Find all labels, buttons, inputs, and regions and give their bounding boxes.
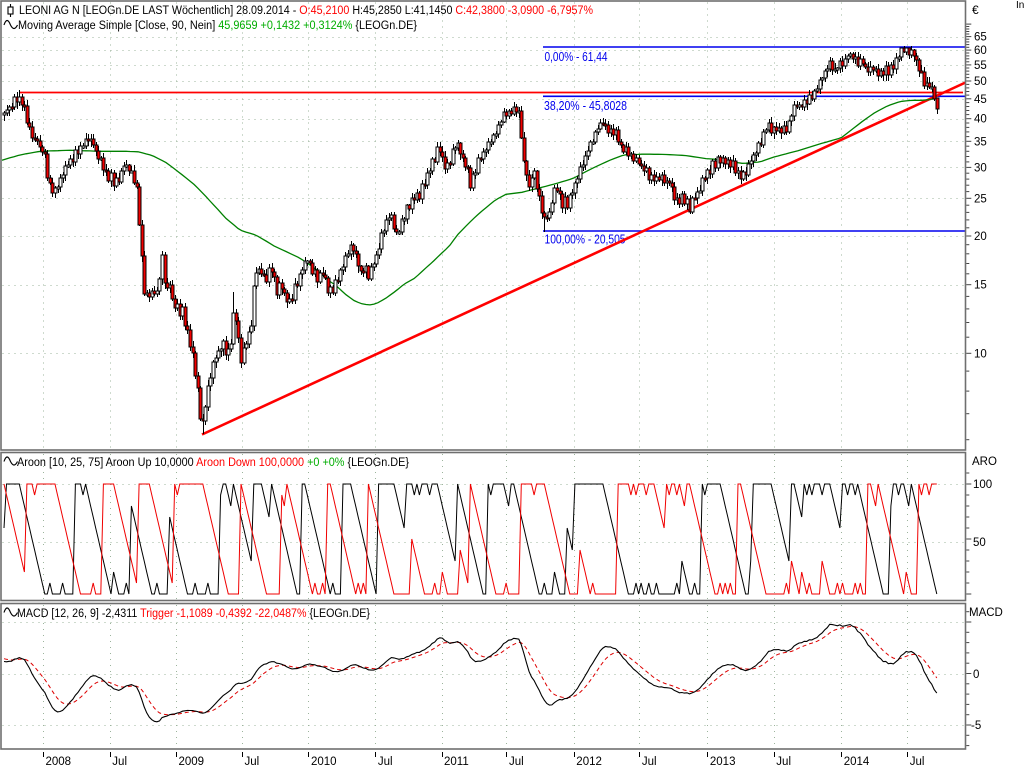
svg-text:2012: 2012	[576, 756, 602, 768]
svg-text:Jul: Jul	[642, 756, 657, 768]
svg-text:15: 15	[974, 280, 987, 292]
svg-text:30: 30	[974, 162, 987, 174]
svg-text:2008: 2008	[46, 756, 72, 768]
svg-text:60: 60	[974, 45, 987, 57]
svg-text:Jul: Jul	[776, 756, 791, 768]
svg-text:MACD [12, 26, 9] -2,4311 Trigg: MACD [12, 26, 9] -2,4311 Trigger -1,1089…	[17, 608, 370, 620]
svg-text:2010: 2010	[311, 756, 337, 768]
svg-text:2014: 2014	[844, 756, 870, 768]
svg-text:100: 100	[973, 479, 992, 491]
svg-text:45: 45	[974, 94, 987, 106]
svg-text:50: 50	[974, 76, 987, 88]
svg-text:2009: 2009	[179, 756, 205, 768]
svg-text:-5: -5	[971, 720, 981, 732]
svg-text:100,00% - 20,505: 100,00% - 20,505	[545, 233, 626, 247]
svg-text:MACD: MACD	[969, 607, 1003, 619]
svg-text:In: In	[1016, 0, 1024, 11]
svg-text:Jul: Jul	[378, 756, 393, 768]
svg-text:Jul: Jul	[509, 756, 524, 768]
svg-text:2013: 2013	[710, 756, 736, 768]
svg-text:LEONI AG N [LEOGn.DE LAST Wöch: LEONI AG N [LEOGn.DE LAST Wöchentlich] 2…	[19, 5, 593, 17]
svg-text:10: 10	[974, 348, 987, 360]
svg-text:35: 35	[974, 136, 987, 148]
svg-text:65: 65	[974, 32, 987, 44]
svg-text:Aroon [10, 25, 75] Aroon Up 10: Aroon [10, 25, 75] Aroon Up 10,0000 Aroo…	[17, 457, 409, 469]
svg-text:50: 50	[973, 537, 986, 549]
svg-text:€: €	[972, 3, 979, 17]
svg-text:0,00% - 61,44: 0,00% - 61,44	[545, 50, 608, 64]
svg-text:0: 0	[973, 669, 979, 681]
svg-text:40: 40	[974, 114, 987, 126]
svg-text:20: 20	[974, 231, 987, 243]
svg-text:25: 25	[974, 193, 987, 205]
svg-text:38,20% - 45,8028: 38,20% - 45,8028	[544, 99, 627, 113]
svg-text:Jul: Jul	[112, 756, 127, 768]
svg-text:Jul: Jul	[245, 756, 260, 768]
svg-text:Moving Average Simple [Close,: Moving Average Simple [Close, 90, Nein] …	[18, 20, 417, 32]
svg-text:55: 55	[974, 60, 987, 72]
svg-text:2011: 2011	[444, 756, 469, 768]
svg-text:ARO: ARO	[972, 456, 997, 468]
svg-text:Jul: Jul	[910, 756, 925, 768]
